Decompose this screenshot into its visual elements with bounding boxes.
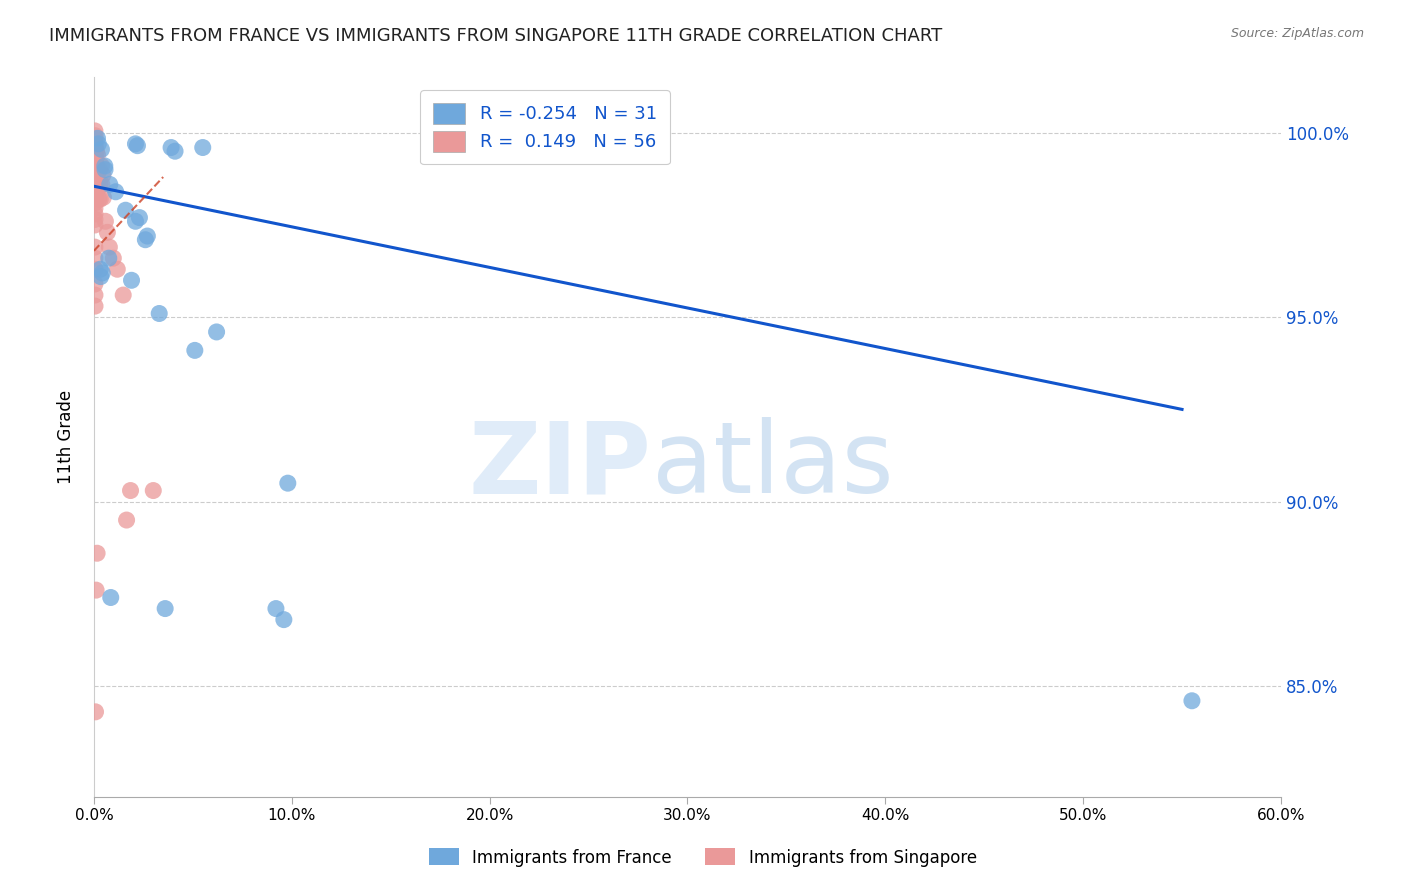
Point xyxy=(127,138,149,153)
Point xyxy=(89,262,111,277)
Point xyxy=(84,154,107,169)
Point xyxy=(84,262,107,277)
Point xyxy=(94,214,117,228)
Point xyxy=(90,159,112,173)
Text: IMMIGRANTS FROM FRANCE VS IMMIGRANTS FROM SINGAPORE 11TH GRADE CORRELATION CHART: IMMIGRANTS FROM FRANCE VS IMMIGRANTS FRO… xyxy=(49,27,942,45)
Point xyxy=(277,476,299,491)
Point xyxy=(84,207,107,221)
Point xyxy=(91,168,114,182)
Text: atlas: atlas xyxy=(652,417,893,515)
Point xyxy=(120,483,142,498)
Point xyxy=(84,212,107,227)
Point xyxy=(84,185,107,199)
Point xyxy=(100,591,122,605)
Point xyxy=(128,211,150,225)
Point xyxy=(103,251,125,265)
Point xyxy=(90,269,112,284)
Point xyxy=(142,483,165,498)
Point xyxy=(84,152,107,166)
Point xyxy=(105,262,128,277)
Legend: R = -0.254   N = 31, R =  0.149   N = 56: R = -0.254 N = 31, R = 0.149 N = 56 xyxy=(420,90,669,164)
Point xyxy=(84,132,107,146)
Point xyxy=(112,288,135,302)
Point xyxy=(153,601,176,615)
Point xyxy=(114,203,136,218)
Point xyxy=(91,266,114,280)
Point xyxy=(124,136,146,151)
Point xyxy=(84,195,107,210)
Point xyxy=(87,192,110,206)
Point xyxy=(90,142,112,156)
Point xyxy=(83,158,105,172)
Point xyxy=(264,601,287,615)
Point xyxy=(97,251,120,265)
Point xyxy=(86,159,108,173)
Legend: Immigrants from France, Immigrants from Singapore: Immigrants from France, Immigrants from … xyxy=(419,838,987,877)
Point xyxy=(90,178,112,192)
Point xyxy=(121,273,143,287)
Point xyxy=(89,178,111,192)
Point xyxy=(84,145,107,159)
Point xyxy=(83,147,105,161)
Point xyxy=(87,181,110,195)
Point xyxy=(98,240,121,254)
Y-axis label: 11th Grade: 11th Grade xyxy=(58,390,75,484)
Point xyxy=(96,225,118,239)
Point xyxy=(160,140,183,154)
Point xyxy=(84,140,107,154)
Point xyxy=(84,128,107,143)
Text: Source: ZipAtlas.com: Source: ZipAtlas.com xyxy=(1230,27,1364,40)
Point xyxy=(84,166,107,180)
Point xyxy=(273,613,295,627)
Point xyxy=(124,214,146,228)
Point xyxy=(86,166,108,180)
Point xyxy=(84,190,107,204)
Point xyxy=(89,192,111,206)
Point xyxy=(84,161,107,176)
Point xyxy=(84,251,107,265)
Point xyxy=(87,136,110,151)
Point xyxy=(94,162,117,177)
Point xyxy=(84,124,107,138)
Point xyxy=(89,162,111,177)
Point xyxy=(83,136,105,150)
Point xyxy=(84,144,107,158)
Point xyxy=(1181,694,1204,708)
Text: ZIP: ZIP xyxy=(470,417,652,515)
Point xyxy=(191,140,214,154)
Point xyxy=(84,140,107,154)
Point xyxy=(104,185,127,199)
Point xyxy=(83,277,105,291)
Point xyxy=(148,306,170,320)
Point xyxy=(136,229,159,244)
Point xyxy=(94,159,117,173)
Point xyxy=(205,325,228,339)
Point xyxy=(84,174,107,188)
Point xyxy=(84,299,107,313)
Point xyxy=(84,705,107,719)
Point xyxy=(163,145,186,159)
Point xyxy=(84,288,107,302)
Point xyxy=(84,202,107,216)
Point xyxy=(93,190,115,204)
Point xyxy=(86,131,108,145)
Point xyxy=(84,583,107,598)
Point xyxy=(84,168,107,182)
Point xyxy=(98,178,121,192)
Point xyxy=(84,151,107,165)
Point xyxy=(134,233,156,247)
Point xyxy=(83,179,105,194)
Point xyxy=(84,218,107,232)
Point xyxy=(86,176,108,190)
Point xyxy=(86,546,108,560)
Point xyxy=(83,240,105,254)
Point xyxy=(115,513,138,527)
Point xyxy=(86,148,108,162)
Point xyxy=(184,343,207,358)
